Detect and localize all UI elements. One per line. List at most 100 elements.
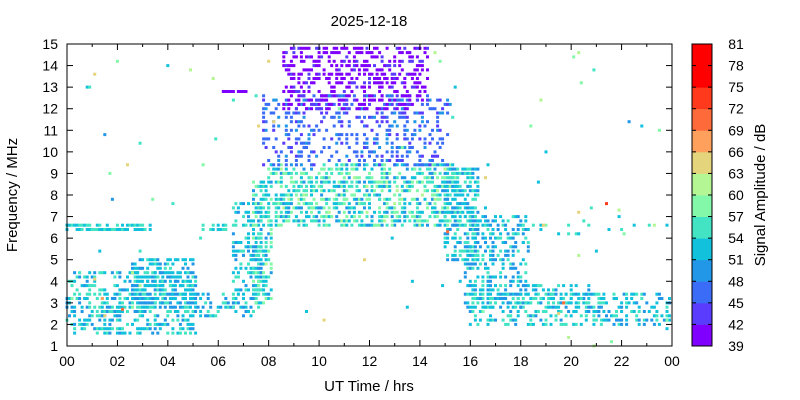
data-cell bbox=[489, 314, 492, 318]
data-cell bbox=[284, 133, 288, 137]
data-cell bbox=[458, 171, 462, 175]
data-cell bbox=[448, 219, 452, 223]
data-cell bbox=[350, 180, 354, 184]
data-cell bbox=[234, 297, 238, 300]
data-cell bbox=[141, 266, 145, 270]
data-cell bbox=[73, 327, 77, 331]
data-cell bbox=[415, 81, 419, 85]
data-cell bbox=[131, 305, 134, 309]
data-cell bbox=[587, 310, 591, 313]
data-cell bbox=[115, 331, 119, 335]
data-cell bbox=[100, 305, 104, 309]
data-cell bbox=[105, 310, 109, 313]
data-cell bbox=[481, 215, 485, 219]
data-cell bbox=[302, 193, 306, 197]
data-cell bbox=[554, 292, 558, 296]
data-cell bbox=[138, 223, 142, 227]
data-cell bbox=[294, 55, 298, 59]
data-cell bbox=[637, 310, 641, 313]
data-cell bbox=[478, 297, 482, 300]
data-cell bbox=[403, 180, 407, 184]
data-cell bbox=[577, 232, 581, 236]
data-cell bbox=[426, 55, 429, 59]
data-cell bbox=[368, 81, 371, 85]
data-cell bbox=[420, 180, 424, 184]
data-cell bbox=[410, 55, 414, 59]
data-cell bbox=[385, 128, 389, 132]
data-cell bbox=[569, 288, 573, 292]
data-cell bbox=[151, 284, 155, 288]
data-cell bbox=[395, 124, 399, 128]
data-cell bbox=[393, 163, 397, 167]
data-cell bbox=[594, 318, 598, 322]
data-cell bbox=[133, 262, 137, 266]
data-cell bbox=[315, 107, 319, 111]
data-cell bbox=[610, 314, 613, 318]
data-cell bbox=[461, 249, 465, 253]
data-cell bbox=[98, 292, 102, 296]
data-cell bbox=[375, 184, 379, 188]
data-cell bbox=[234, 288, 238, 292]
data-cell bbox=[133, 266, 137, 270]
data-cell bbox=[189, 288, 192, 292]
data-cell bbox=[284, 102, 288, 106]
data-cell bbox=[380, 219, 384, 223]
data-cell bbox=[214, 314, 218, 318]
data-cell bbox=[138, 284, 142, 288]
data-cell bbox=[325, 102, 329, 106]
data-cell bbox=[357, 210, 361, 214]
data-cell bbox=[287, 102, 291, 106]
data-cell bbox=[484, 176, 487, 180]
data-cell bbox=[191, 288, 195, 292]
data-cell bbox=[121, 327, 124, 331]
data-cell bbox=[209, 305, 213, 309]
data-cell bbox=[415, 202, 419, 206]
data-cell bbox=[360, 197, 364, 201]
data-cell bbox=[413, 72, 417, 76]
data-cell bbox=[337, 120, 341, 124]
data-cell bbox=[98, 314, 102, 318]
data-cell bbox=[110, 228, 114, 231]
data-cell bbox=[262, 137, 266, 141]
data-cell bbox=[365, 64, 369, 68]
data-cell bbox=[325, 210, 329, 214]
data-cell bbox=[302, 197, 306, 201]
data-cell bbox=[287, 219, 291, 223]
data-cell bbox=[310, 55, 313, 59]
data-cell bbox=[431, 154, 434, 158]
data-cell bbox=[143, 310, 147, 313]
data-cell bbox=[587, 284, 591, 288]
data-cell bbox=[231, 206, 235, 210]
data-cell bbox=[471, 215, 475, 219]
data-cell bbox=[524, 228, 528, 231]
data-cell bbox=[360, 202, 364, 206]
data-cell bbox=[259, 228, 263, 231]
data-cell bbox=[257, 219, 261, 223]
data-cell bbox=[443, 163, 447, 167]
data-cell bbox=[511, 253, 515, 257]
data-cell bbox=[390, 210, 394, 214]
data-cell bbox=[559, 310, 563, 313]
data-cell bbox=[85, 284, 89, 288]
data-cell bbox=[489, 236, 492, 240]
data-cell bbox=[385, 137, 389, 141]
data-cell bbox=[572, 292, 576, 296]
data-cell bbox=[181, 292, 185, 296]
data-cell bbox=[320, 55, 324, 59]
data-cell bbox=[468, 219, 472, 223]
data-cell bbox=[405, 107, 409, 111]
data-cell bbox=[395, 107, 399, 111]
data-cell bbox=[390, 141, 394, 145]
data-cell bbox=[236, 271, 240, 275]
data-cell bbox=[524, 215, 528, 219]
data-cell bbox=[463, 167, 467, 171]
data-cell bbox=[524, 292, 528, 296]
data-cell bbox=[305, 107, 308, 111]
data-cell bbox=[118, 327, 122, 331]
data-cell bbox=[163, 297, 167, 300]
x-tick-label: 16 bbox=[463, 353, 479, 369]
data-cell bbox=[453, 184, 457, 188]
data-cell bbox=[138, 310, 142, 313]
data-cell bbox=[247, 271, 250, 275]
data-cell bbox=[388, 167, 392, 171]
